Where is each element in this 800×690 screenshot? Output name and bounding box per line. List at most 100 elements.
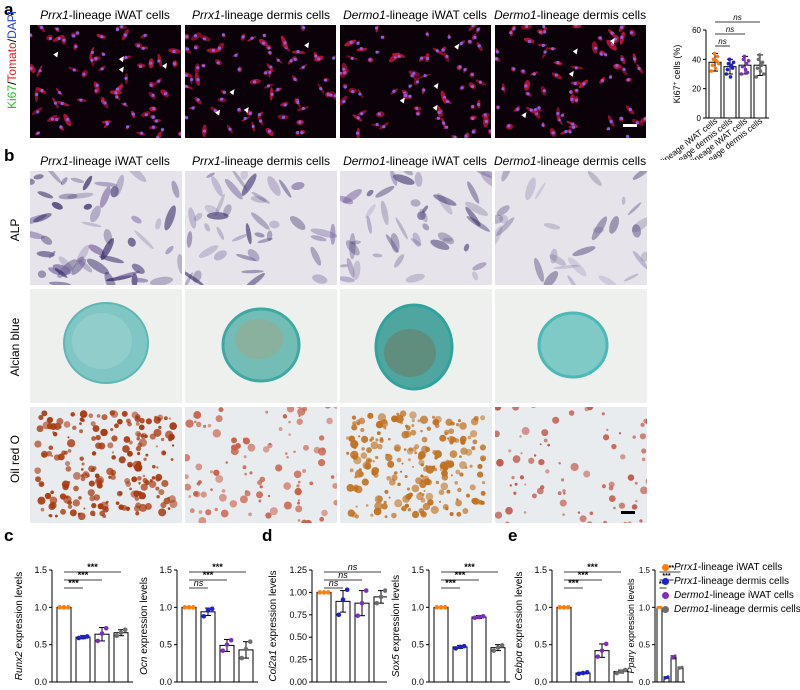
alp-cell: [241, 269, 264, 274]
lipid-droplet: [135, 445, 142, 452]
nucleus: [30, 66, 33, 70]
lipid-droplet: [358, 417, 366, 425]
lipid-droplet: [88, 413, 94, 419]
lipid-droplet: [229, 500, 238, 508]
alp-cell: [436, 193, 453, 215]
lipid-droplet: [38, 481, 45, 487]
nucleus: [120, 25, 124, 29]
nucleus: [163, 92, 168, 96]
alp-cell: [534, 257, 544, 283]
data-point: [740, 64, 745, 69]
lipid-droplet: [381, 503, 388, 510]
lipid-droplet: [412, 465, 415, 468]
data-point: [336, 612, 342, 618]
alp-cell: [567, 275, 577, 285]
lipid-droplet: [547, 443, 551, 447]
nucleus: [375, 50, 379, 54]
y-tick-label: 0.50: [289, 632, 307, 642]
lipid-droplet: [407, 508, 412, 512]
nucleus: [442, 121, 446, 125]
alp-cell: [149, 276, 174, 285]
lipid-droplet: [627, 521, 632, 523]
data-point: [57, 605, 63, 610]
y-tick-label: 60: [692, 26, 701, 35]
lipid-droplet: [397, 482, 401, 487]
lipid-droplet: [422, 475, 430, 483]
nucleus: [202, 64, 206, 68]
lipid-droplet: [411, 484, 420, 493]
lipid-droplet: [441, 469, 448, 477]
arrowhead: [118, 66, 124, 73]
nucleus: [293, 77, 297, 81]
data-point: [80, 634, 86, 640]
lipid-droplet: [54, 514, 58, 518]
data-point: [557, 605, 563, 610]
data-point: [239, 655, 245, 661]
nucleus: [283, 41, 287, 45]
alp-cell: [76, 245, 90, 265]
lipid-droplet: [203, 424, 207, 428]
nucleus: [471, 104, 475, 109]
lipid-droplet: [495, 430, 500, 438]
lipid-droplet: [579, 515, 587, 523]
alp-cell: [401, 171, 414, 176]
lipid-droplet: [49, 496, 58, 505]
alp-cell: [352, 260, 361, 280]
lipid-droplet: [304, 519, 312, 523]
lipid-droplet: [36, 425, 44, 433]
legend-swatch: [662, 563, 669, 571]
lipid-droplet: [641, 457, 646, 462]
nucleus: [59, 125, 63, 129]
lipid-droplet: [242, 465, 247, 470]
lipid-droplet: [406, 487, 411, 491]
nucleus: [496, 105, 500, 109]
lipid-droplet: [131, 411, 139, 419]
lipid-droplet: [127, 421, 132, 427]
lipid-droplet: [155, 445, 158, 448]
lipid-droplet: [495, 511, 503, 519]
nucleus: [157, 59, 161, 63]
data-point: [741, 57, 746, 62]
nucleus: [90, 50, 95, 55]
lipid-droplet: [409, 411, 417, 419]
lipid-droplet: [72, 499, 80, 507]
lipid-droplet: [627, 474, 635, 481]
panel-label-b: b: [4, 146, 15, 165]
nucleus: [360, 112, 364, 116]
lipid-droplet: [167, 507, 171, 510]
nucleus: [610, 31, 614, 35]
alp-cell: [472, 271, 479, 281]
lipid-droplet: [313, 446, 321, 454]
nucleus: [350, 56, 354, 61]
lipid-droplet: [149, 433, 156, 440]
lipid-droplet: [93, 494, 101, 501]
y-tick-label: 1.5: [411, 565, 424, 575]
lipid-droplet: [107, 442, 114, 449]
nucleus: [556, 60, 560, 65]
lipid-droplet: [158, 425, 162, 429]
lipid-droplet: [432, 418, 440, 426]
lipid-droplet: [154, 415, 157, 419]
nucleus: [79, 98, 83, 102]
nucleus: [154, 119, 158, 123]
nucleus: [253, 80, 257, 84]
lipid-droplet: [358, 435, 361, 438]
alp-cell: [247, 249, 260, 262]
nucleus: [375, 122, 379, 127]
lipid-droplet: [200, 491, 207, 498]
scale-bar: [623, 124, 637, 127]
nucleus: [100, 35, 104, 39]
nucleus: [628, 107, 632, 112]
alp-cell: [48, 250, 56, 259]
nucleus: [495, 50, 499, 54]
lipid-droplet: [371, 466, 380, 475]
lipid-droplet: [297, 480, 301, 484]
lipid-droplet: [513, 491, 517, 495]
lipid-droplet: [134, 463, 143, 472]
lipid-droplet: [189, 508, 195, 514]
sig-label: ***: [455, 570, 466, 580]
nucleus: [574, 98, 579, 102]
nucleus: [185, 116, 189, 120]
data-point: [730, 66, 735, 70]
lipid-droplet: [608, 481, 615, 488]
